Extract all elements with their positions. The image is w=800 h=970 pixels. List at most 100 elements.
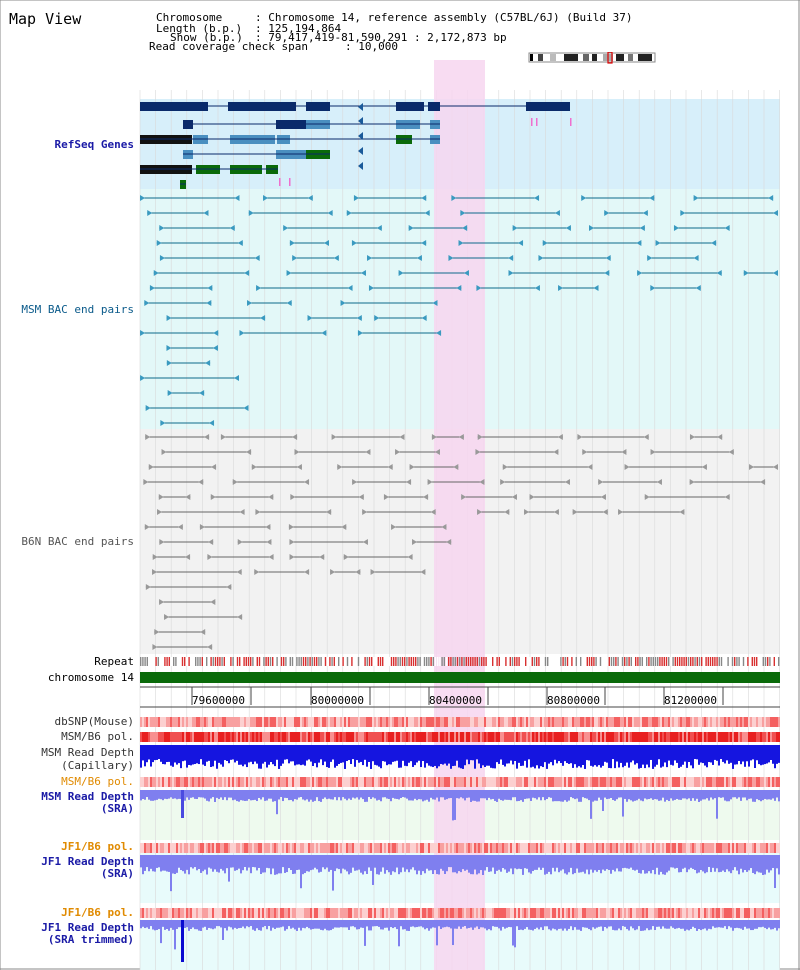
- msm-bac-end: [207, 285, 213, 291]
- msm-bac-end: [368, 285, 374, 291]
- refseq-genes-label[interactable]: RefSeq Genes: [54, 138, 134, 151]
- heat-strip-cell: [572, 843, 574, 853]
- heat-strip-cell: [532, 777, 534, 787]
- axis-tick-label: 79600000: [192, 694, 245, 707]
- b6n-bac-end: [237, 614, 243, 620]
- msm-read-depth-cap-label: MSM Read Depth: [41, 746, 134, 759]
- heat-strip-cell: [736, 717, 738, 727]
- heat-strip-cell: [710, 732, 712, 742]
- read-depth-bar: [694, 855, 696, 871]
- heat-strip-cell: [234, 732, 236, 742]
- read-depth-bar: [206, 920, 208, 930]
- read-depth-bar: [184, 855, 186, 874]
- repeat-mark: [285, 657, 287, 666]
- repeat-mark: [505, 657, 507, 666]
- read-depth-bar: [302, 745, 304, 765]
- read-depth-bar: [446, 920, 448, 927]
- chromosome-ideogram[interactable]: [528, 52, 656, 64]
- read-depth-bar: [334, 855, 336, 872]
- heat-strip-cell: [146, 908, 148, 918]
- read-depth-bar: [354, 920, 356, 928]
- read-depth-bar: [276, 920, 278, 928]
- read-depth-bar: [454, 920, 456, 929]
- read-depth-bar: [338, 745, 340, 765]
- heat-strip-cell: [320, 717, 322, 727]
- read-depth-bar: [458, 790, 460, 799]
- read-depth-bar: [208, 855, 210, 868]
- heat-strip-cell: [390, 777, 392, 787]
- b6n-bac-label[interactable]: B6N BAC end pairs: [21, 535, 134, 548]
- heat-strip-cell: [512, 908, 514, 918]
- heat-strip-cell: [648, 908, 650, 918]
- read-depth-bar: [176, 790, 178, 800]
- heat-strip-cell: [546, 732, 548, 742]
- b6n-bac-end: [152, 569, 158, 575]
- heat-strip-cell: [414, 843, 416, 853]
- read-depth-bar: [350, 745, 352, 765]
- repeat-mark: [415, 657, 417, 666]
- repeat-mark: [580, 657, 582, 666]
- heat-strip-cell: [488, 717, 490, 727]
- read-depth-bar: [604, 855, 606, 871]
- read-depth-bar: [362, 745, 364, 766]
- heat-strip-cell: [208, 843, 210, 853]
- repeat-mark: [335, 657, 338, 666]
- heat-strip-cell: [668, 732, 670, 742]
- heat-strip-cell: [516, 908, 518, 918]
- heat-strip-cell: [332, 777, 334, 787]
- repeat-mark: [309, 657, 311, 666]
- heat-strip-cell: [250, 843, 252, 853]
- heat-strip-cell: [316, 732, 318, 742]
- heat-strip-cell: [616, 843, 618, 853]
- heat-strip-cell: [262, 777, 264, 787]
- heat-strip-cell: [626, 717, 628, 727]
- heat-strip-cell: [452, 777, 454, 787]
- read-depth-bar: [214, 745, 216, 761]
- heat-strip-cell: [584, 732, 586, 742]
- heat-strip-cell: [670, 908, 672, 918]
- heat-strip-cell: [290, 732, 292, 742]
- heat-strip-cell: [746, 908, 748, 918]
- heat-strip-cell: [262, 908, 264, 918]
- read-depth-bar: [380, 790, 382, 802]
- msm-bac-end: [642, 210, 648, 216]
- read-depth-bar: [372, 745, 374, 762]
- heat-strip-cell: [732, 777, 734, 787]
- msm-bac-label[interactable]: MSM BAC end pairs: [21, 303, 134, 316]
- repeat-mark: [648, 657, 650, 666]
- heat-strip-cell: [392, 777, 394, 787]
- heat-strip-cell: [570, 908, 572, 918]
- read-depth-bar: [432, 920, 434, 928]
- heat-strip-cell: [424, 908, 426, 918]
- read-depth-bar: [754, 920, 756, 929]
- repeat-mark: [674, 657, 676, 666]
- read-depth-bar: [464, 920, 466, 927]
- read-depth-bar: [750, 790, 752, 799]
- read-depth-bar: [584, 745, 586, 769]
- heat-strip-cell: [256, 843, 258, 853]
- read-depth-bar: [648, 920, 650, 931]
- read-depth-bar: [196, 790, 198, 799]
- heat-strip-cell: [522, 717, 524, 727]
- read-depth-bar: [534, 745, 536, 769]
- b6n-bac-end: [446, 539, 452, 545]
- heat-strip-cell: [402, 908, 404, 918]
- read-depth-bar: [306, 920, 308, 927]
- heat-strip-cell: [362, 843, 364, 853]
- heat-strip-cell: [488, 843, 490, 853]
- read-depth-bar: [580, 920, 582, 931]
- read-depth-bar: [706, 790, 708, 799]
- heat-strip-cell: [458, 843, 460, 853]
- heat-strip-cell: [486, 843, 488, 853]
- heat-strip-cell: [500, 908, 502, 918]
- b6n-bac-end: [152, 554, 158, 560]
- heat-strip-cell: [492, 777, 494, 787]
- heat-strip-cell: [210, 777, 212, 787]
- read-depth-bar: [308, 790, 310, 802]
- heat-strip-cell: [210, 732, 212, 742]
- heat-strip-cell: [346, 777, 348, 787]
- heat-strip-cell: [432, 777, 434, 787]
- heat-strip-cell: [620, 777, 622, 787]
- heat-strip-cell: [706, 717, 708, 727]
